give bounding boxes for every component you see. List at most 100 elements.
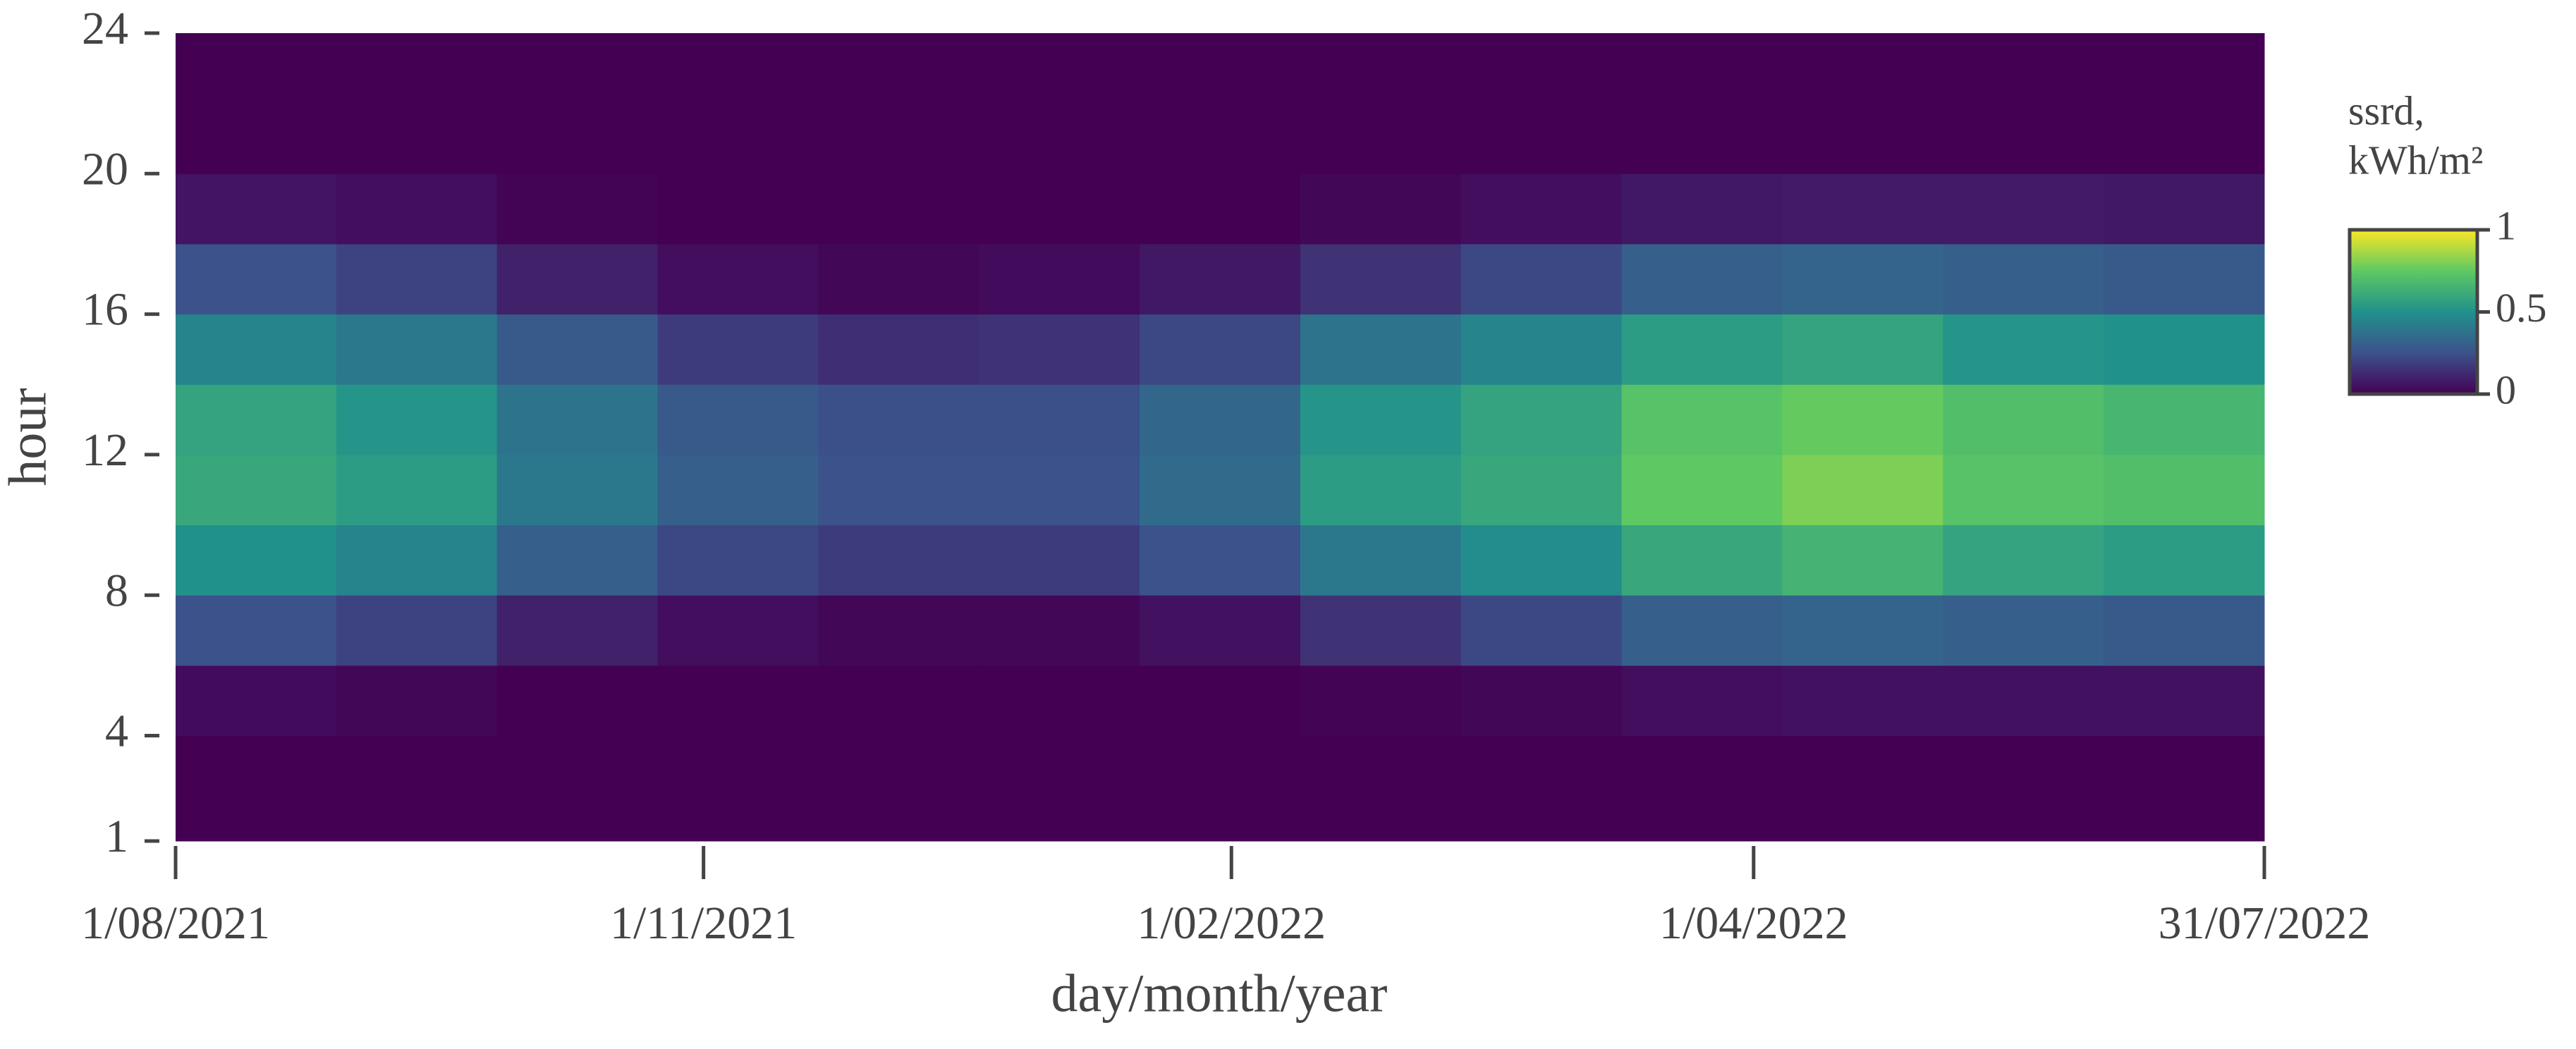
heatmap-cell	[1943, 173, 2104, 245]
heatmap-cell	[979, 243, 1140, 315]
heatmap-cell	[979, 173, 1140, 245]
y-tick-label: 20	[82, 143, 128, 195]
heatmap-cell	[496, 524, 659, 596]
heatmap-cell	[1621, 33, 1783, 104]
y-axis-label: hour	[0, 388, 57, 486]
heatmap-cell	[1140, 454, 1301, 526]
heatmap-cell	[496, 735, 659, 842]
heatmap-cell	[1300, 243, 1462, 315]
heatmap-cell	[657, 524, 819, 596]
heatmap-cell	[2104, 314, 2265, 385]
heatmap-cell	[657, 384, 819, 455]
heatmap-cell	[1140, 595, 1301, 666]
heatmap-cell	[1300, 524, 1462, 596]
heatmap-cell	[979, 735, 1140, 842]
heatmap-cell	[979, 384, 1140, 455]
heatmap-cell	[1460, 454, 1623, 526]
y-tick-label: 16	[82, 284, 128, 336]
heatmap-cell	[496, 314, 659, 385]
heatmap-cell	[1300, 103, 1462, 174]
heatmap-cell	[1621, 384, 1783, 455]
heatmap-cell	[979, 103, 1140, 174]
heatmap-cell	[1621, 665, 1783, 737]
heatmap-cell	[1300, 665, 1462, 737]
heatmap-cell	[657, 103, 819, 174]
heatmap-cell	[1460, 524, 1623, 596]
heatmap-cell	[1140, 243, 1301, 315]
heatmap-cell	[818, 735, 979, 842]
heatmap-cell	[979, 314, 1140, 385]
heatmap-cell	[496, 103, 659, 174]
heatmap-cell	[336, 314, 498, 385]
heatmap-cell	[336, 384, 498, 455]
heatmap-cell	[1460, 384, 1623, 455]
heatmap-cell	[336, 454, 498, 526]
heatmap-cell	[979, 665, 1140, 737]
heatmap-cell	[818, 314, 979, 385]
heatmap-cell	[496, 33, 659, 104]
heatmap-cell	[1782, 735, 1943, 842]
heatmap-cell	[336, 243, 498, 315]
heatmap-cell	[1140, 524, 1301, 596]
colorbar-tick-label: 1	[2496, 202, 2516, 248]
heatmap-cell	[1300, 384, 1462, 455]
heatmap-cell	[2104, 173, 2265, 245]
heatmap-cell	[336, 173, 498, 245]
heatmap-cell	[979, 33, 1140, 104]
heatmap-cell	[1943, 665, 2104, 737]
heatmap-cell	[1782, 384, 1943, 455]
heatmap-cell	[657, 665, 819, 737]
heatmap-cell	[2104, 524, 2265, 596]
heatmap-cell	[1943, 314, 2104, 385]
heatmap-cell	[1782, 665, 1943, 737]
heatmap-cell	[1140, 33, 1301, 104]
x-axis-label: day/month/year	[1051, 964, 1388, 1023]
heatmap-cell	[496, 595, 659, 666]
heatmap-cell	[818, 243, 979, 315]
y-tick-label: 1	[105, 811, 128, 862]
heatmap-cell	[1782, 524, 1943, 596]
heatmap-cell	[336, 524, 498, 596]
heatmap-cell	[176, 665, 337, 737]
heatmap-cell	[2104, 735, 2265, 842]
heatmap-cell	[1460, 665, 1623, 737]
heatmap-cell	[979, 454, 1140, 526]
heatmap-cell	[1782, 314, 1943, 385]
heatmap-cell	[818, 173, 979, 245]
heatmap-cell	[1460, 173, 1623, 245]
colorbar-label: ssrd,	[2348, 87, 2424, 133]
heatmap-cell	[979, 595, 1140, 666]
y-tick-label: 24	[82, 3, 128, 54]
x-tick-label: 1/08/2021	[81, 897, 270, 949]
heatmap-cell	[176, 524, 337, 596]
heatmap-cell	[657, 173, 819, 245]
heatmap-cell	[1621, 173, 1783, 245]
heatmap-cell	[1140, 384, 1301, 455]
x-tick-label: 1/02/2022	[1137, 897, 1326, 949]
heatmap-cell	[496, 454, 659, 526]
heatmap-cell	[1300, 314, 1462, 385]
heatmap-cell	[657, 735, 819, 842]
heatmap-cell	[1460, 735, 1623, 842]
x-tick-label: 1/04/2022	[1659, 897, 1848, 949]
heatmap-cell	[818, 384, 979, 455]
heatmap-cell	[1460, 243, 1623, 315]
heatmap-cell	[1300, 735, 1462, 842]
heatmap-cell	[1621, 103, 1783, 174]
heatmap-cell	[1943, 454, 2104, 526]
heatmap-cell	[1782, 173, 1943, 245]
heatmap-cell	[1943, 103, 2104, 174]
colorbar-label: kWh/m²	[2348, 137, 2483, 183]
heatmap-cell	[1621, 524, 1783, 596]
x-tick-label: 31/07/2022	[2159, 897, 2371, 949]
heatmap-cell	[1460, 33, 1623, 104]
heatmap-cell	[818, 103, 979, 174]
heatmap-cell	[1300, 33, 1462, 104]
heatmap-cell	[1943, 243, 2104, 315]
heatmap-cell	[818, 454, 979, 526]
heatmap-cell	[657, 33, 819, 104]
heatmap-cell	[1460, 595, 1623, 666]
heatmap-cell	[2104, 103, 2265, 174]
heatmap-cell	[657, 243, 819, 315]
